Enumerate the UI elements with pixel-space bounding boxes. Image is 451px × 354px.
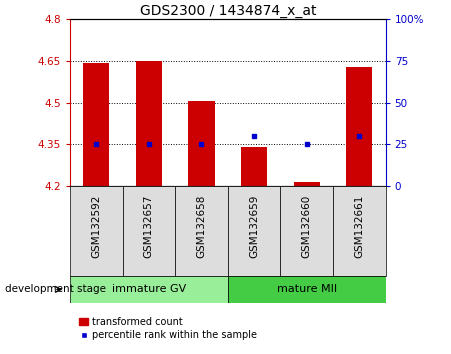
Bar: [346, 67, 373, 186]
Bar: [123, 186, 175, 276]
Bar: [241, 147, 267, 186]
Text: development stage: development stage: [5, 284, 106, 295]
Text: GSM132661: GSM132661: [354, 195, 364, 258]
Bar: [281, 186, 333, 276]
Bar: [175, 186, 228, 276]
Text: GSM132658: GSM132658: [197, 195, 207, 258]
Title: GDS2300 / 1434874_x_at: GDS2300 / 1434874_x_at: [139, 5, 316, 18]
Bar: [294, 182, 320, 186]
Text: GSM132660: GSM132660: [302, 195, 312, 258]
Text: GSM132659: GSM132659: [249, 195, 259, 258]
Legend: transformed count, percentile rank within the sample: transformed count, percentile rank withi…: [75, 313, 261, 344]
Text: GSM132592: GSM132592: [91, 195, 101, 258]
Bar: [83, 63, 110, 186]
Bar: [136, 61, 162, 186]
Text: immature GV: immature GV: [112, 284, 186, 295]
Text: mature MII: mature MII: [276, 284, 337, 295]
Bar: [333, 186, 386, 276]
Bar: [70, 276, 228, 303]
Bar: [228, 276, 386, 303]
Bar: [228, 186, 281, 276]
Bar: [189, 101, 215, 186]
Bar: [70, 186, 123, 276]
Text: GSM132657: GSM132657: [144, 195, 154, 258]
